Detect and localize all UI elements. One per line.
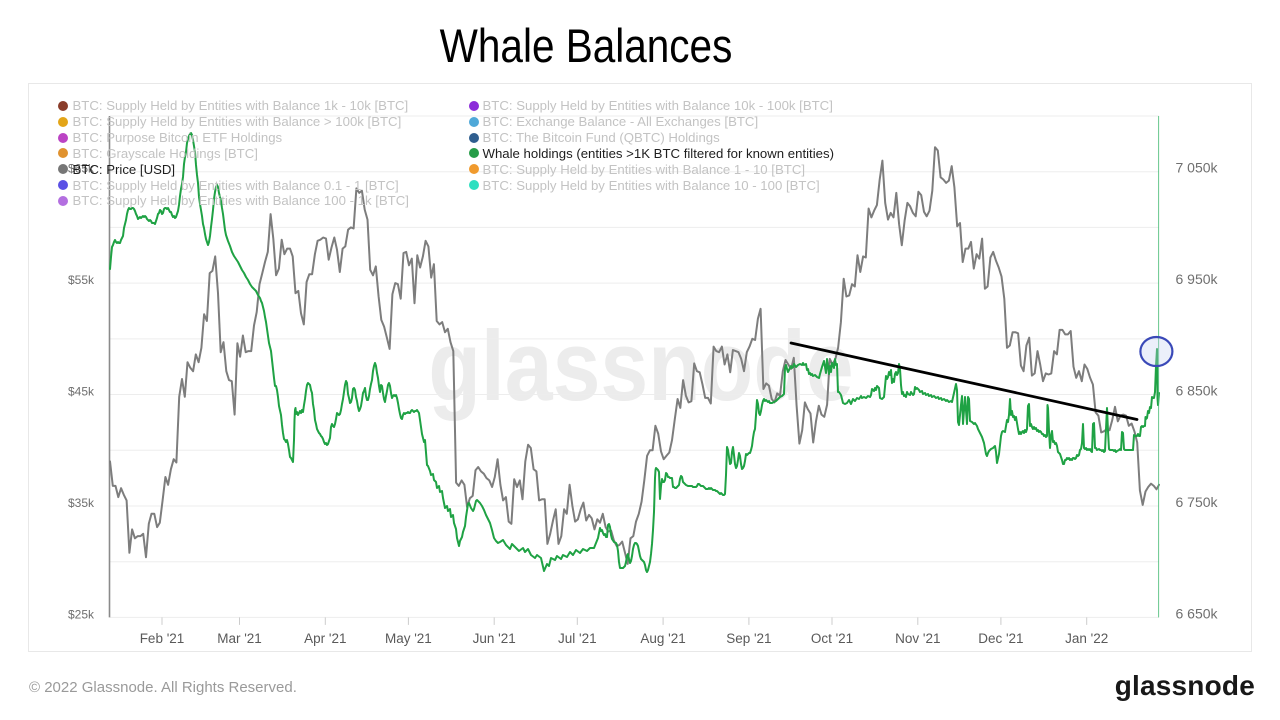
- svg-text:glassnode: glassnode: [428, 310, 853, 421]
- svg-text:Nov '21: Nov '21: [895, 631, 940, 646]
- svg-text:Jun '21: Jun '21: [473, 631, 516, 646]
- svg-text:6 750k: 6 750k: [1176, 494, 1219, 510]
- svg-text:Sep '21: Sep '21: [726, 631, 771, 646]
- svg-text:Apr '21: Apr '21: [304, 631, 346, 646]
- svg-text:Dec '21: Dec '21: [978, 631, 1023, 646]
- svg-text:Jul '21: Jul '21: [558, 631, 597, 646]
- svg-text:6 650k: 6 650k: [1176, 605, 1219, 621]
- svg-text:$45k: $45k: [68, 385, 95, 399]
- svg-text:$55k: $55k: [68, 273, 95, 287]
- svg-text:$65k: $65k: [68, 162, 95, 176]
- svg-text:6 950k: 6 950k: [1176, 271, 1219, 287]
- svg-text:7 050k: 7 050k: [1176, 160, 1219, 176]
- svg-text:$25k: $25k: [68, 607, 95, 621]
- svg-text:$35k: $35k: [68, 496, 95, 510]
- svg-text:Mar '21: Mar '21: [217, 631, 262, 646]
- svg-text:May '21: May '21: [385, 631, 432, 646]
- svg-text:Feb '21: Feb '21: [140, 631, 185, 646]
- svg-text:Jan '22: Jan '22: [1065, 631, 1108, 646]
- svg-text:Aug '21: Aug '21: [640, 631, 685, 646]
- svg-text:6 850k: 6 850k: [1176, 383, 1219, 399]
- svg-text:Oct '21: Oct '21: [811, 631, 853, 646]
